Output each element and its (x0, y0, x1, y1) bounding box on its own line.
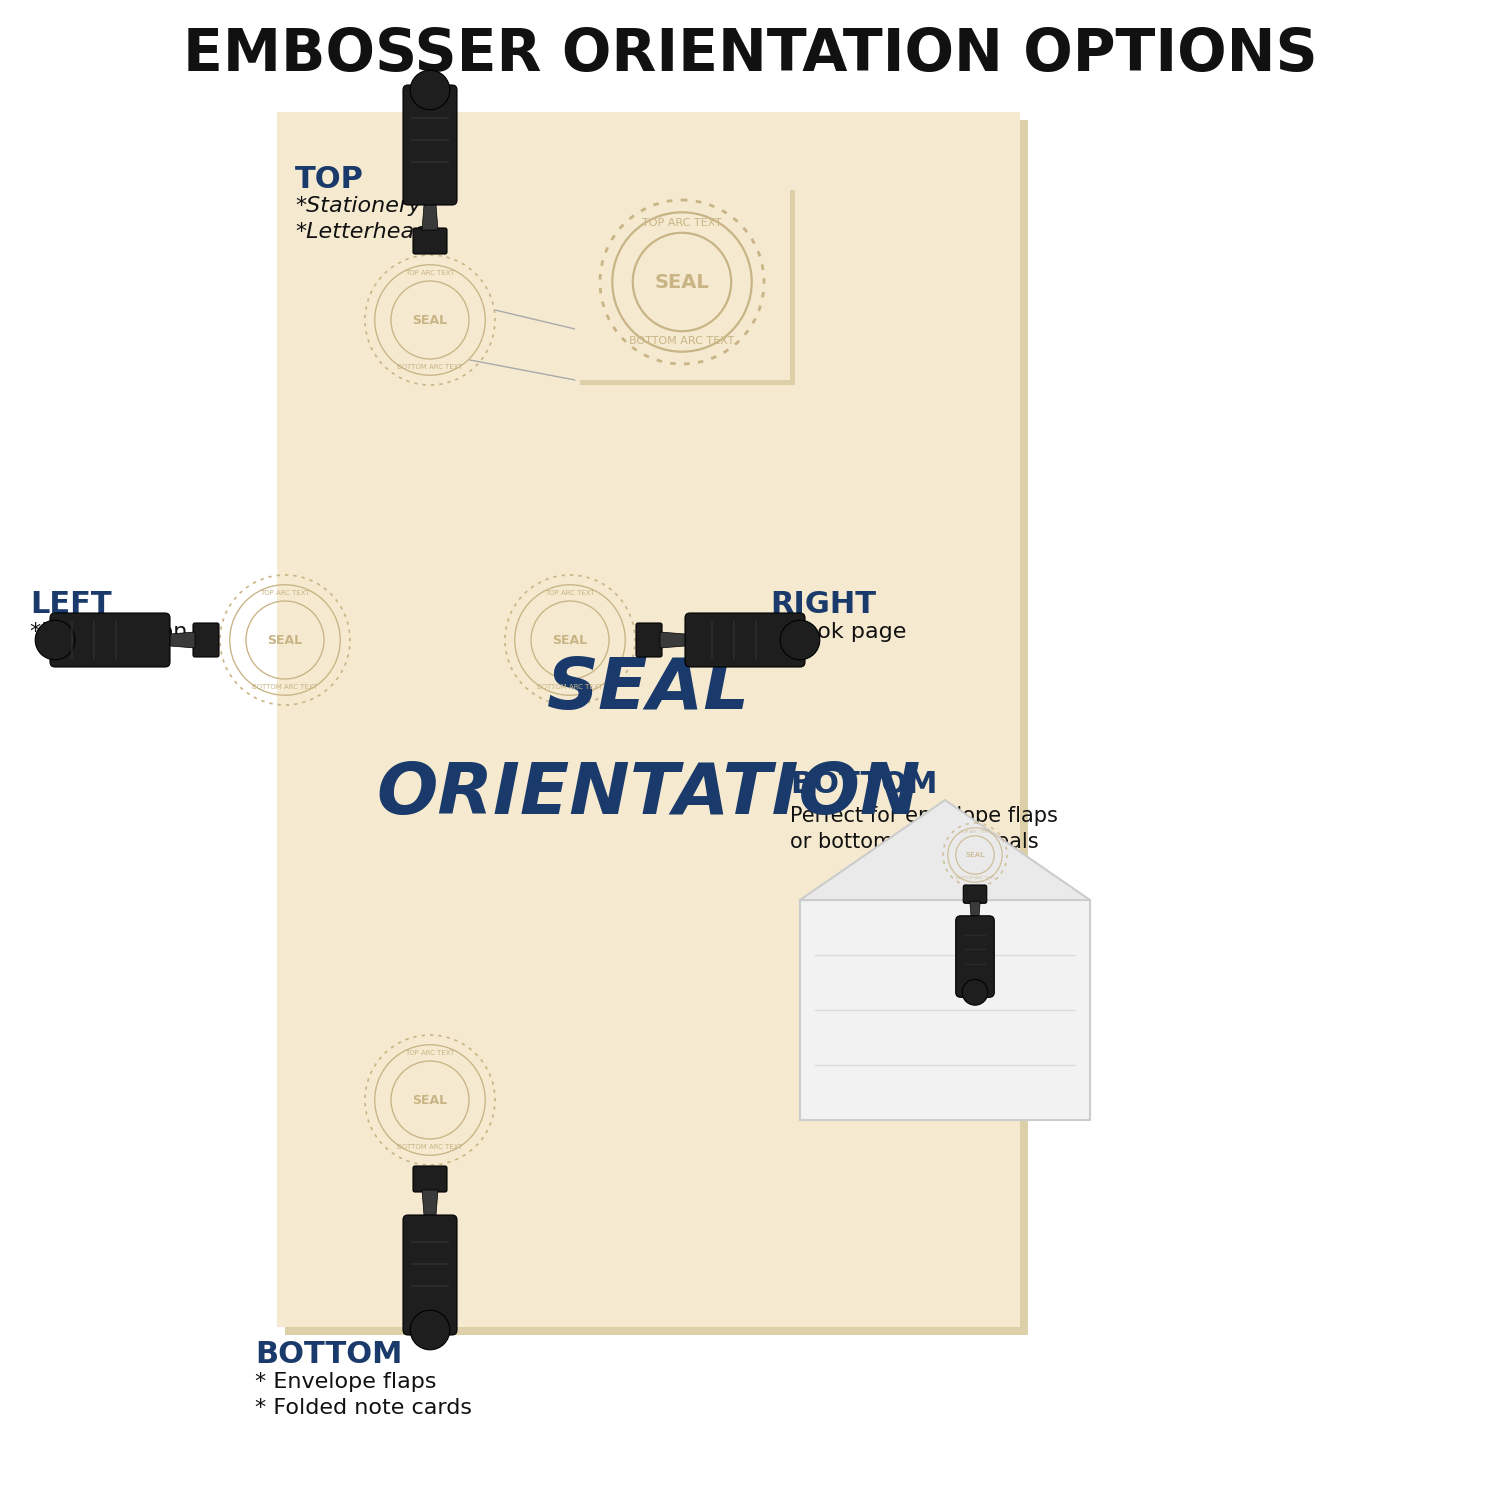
Circle shape (962, 980, 988, 1005)
Text: *Stationery: *Stationery (296, 196, 422, 216)
FancyBboxPatch shape (580, 190, 795, 386)
Text: TOP ARC TEXT: TOP ARC TEXT (642, 217, 722, 228)
Text: TOP ARC TEXT: TOP ARC TEXT (405, 270, 454, 276)
FancyBboxPatch shape (686, 614, 806, 668)
Text: SEAL: SEAL (267, 633, 303, 646)
Text: * Folded note cards: * Folded note cards (255, 1398, 472, 1417)
Text: *Letterhead: *Letterhead (296, 222, 429, 242)
Circle shape (34, 620, 75, 660)
FancyBboxPatch shape (413, 1166, 447, 1192)
Text: SEAL: SEAL (966, 852, 984, 858)
Text: RIGHT: RIGHT (770, 590, 876, 620)
Polygon shape (422, 200, 438, 230)
Text: EMBOSSER ORIENTATION OPTIONS: EMBOSSER ORIENTATION OPTIONS (183, 27, 1317, 84)
Text: BOTTOM ARC TEXT: BOTTOM ARC TEXT (398, 364, 464, 370)
Polygon shape (165, 632, 195, 648)
Circle shape (410, 70, 450, 110)
FancyBboxPatch shape (956, 916, 994, 998)
Polygon shape (422, 1190, 438, 1219)
Text: TOP ARC TEXT: TOP ARC TEXT (260, 590, 310, 596)
Text: SEAL: SEAL (552, 633, 588, 646)
Text: ORIENTATION: ORIENTATION (376, 760, 921, 830)
Polygon shape (660, 632, 690, 648)
FancyBboxPatch shape (404, 1215, 457, 1335)
FancyBboxPatch shape (50, 614, 170, 668)
Text: SEAL: SEAL (413, 1094, 447, 1107)
FancyBboxPatch shape (285, 120, 1028, 1335)
Text: * Book page: * Book page (770, 622, 906, 642)
Text: Perfect for envelope flaps: Perfect for envelope flaps (790, 806, 1058, 826)
FancyBboxPatch shape (278, 112, 1020, 1328)
Circle shape (780, 620, 820, 660)
Text: LEFT: LEFT (30, 590, 111, 620)
Text: * Envelope flaps: * Envelope flaps (255, 1372, 436, 1392)
Polygon shape (970, 902, 980, 921)
Text: TOP ARC TEXT: TOP ARC TEXT (544, 590, 596, 596)
Text: *Not Common: *Not Common (30, 622, 188, 642)
Text: TOP ARC TEXT: TOP ARC TEXT (405, 1050, 454, 1056)
Text: SEAL: SEAL (548, 656, 750, 724)
FancyBboxPatch shape (963, 885, 987, 903)
Text: or bottom of page seals: or bottom of page seals (790, 833, 1038, 852)
Text: BOTTOM ARC TEXT: BOTTOM ARC TEXT (537, 684, 603, 690)
Text: BOTTOM: BOTTOM (255, 1340, 402, 1370)
Text: TOP ARC TEXT: TOP ARC TEXT (960, 830, 990, 834)
FancyBboxPatch shape (194, 622, 219, 657)
Text: BOTTOM: BOTTOM (790, 770, 938, 800)
Text: BOTTOM ARC TEXT: BOTTOM ARC TEXT (252, 684, 318, 690)
Text: SEAL: SEAL (413, 314, 447, 327)
Circle shape (410, 1310, 450, 1350)
FancyBboxPatch shape (574, 184, 790, 380)
FancyBboxPatch shape (404, 86, 457, 206)
Polygon shape (800, 800, 1090, 900)
Text: TOP: TOP (296, 165, 364, 194)
Text: BOTTOM ARC TEXT: BOTTOM ARC TEXT (398, 1144, 464, 1150)
FancyBboxPatch shape (800, 900, 1090, 1120)
FancyBboxPatch shape (636, 622, 662, 657)
Text: SEAL: SEAL (654, 273, 710, 291)
Text: BOTTOM ARC TEXT: BOTTOM ARC TEXT (630, 336, 735, 346)
Text: BOTTOM ARC TEXT: BOTTOM ARC TEXT (956, 876, 994, 880)
FancyBboxPatch shape (413, 228, 447, 254)
